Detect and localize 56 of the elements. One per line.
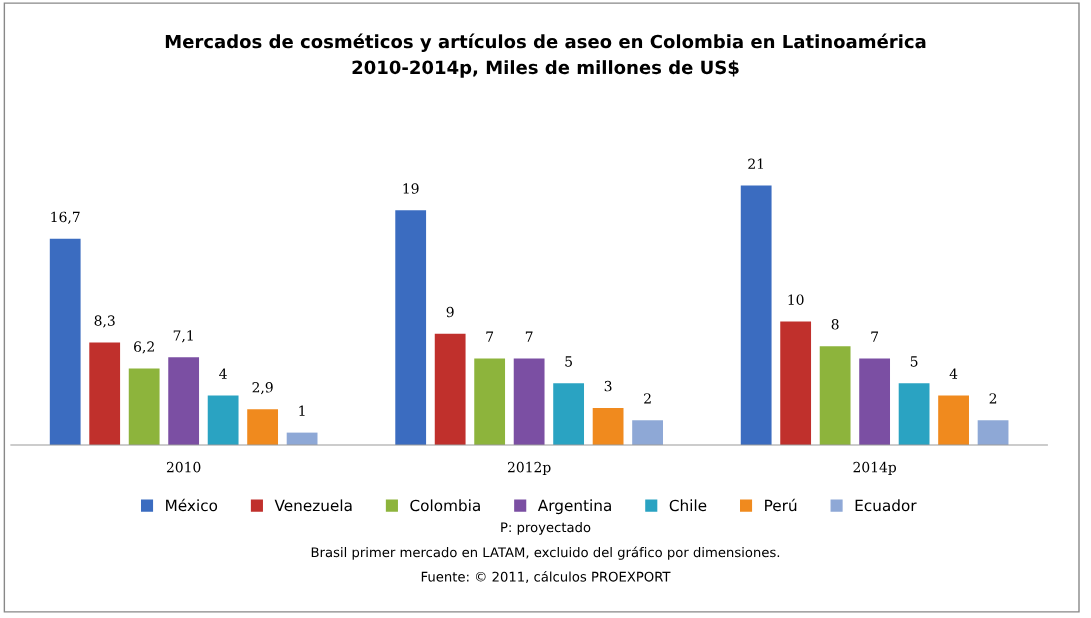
- data-label: 10: [788, 294, 804, 305]
- bar: [128, 368, 160, 445]
- bar: [207, 395, 239, 445]
- data-label: 2: [644, 393, 651, 404]
- bar: [49, 238, 81, 445]
- legend-label: Perú: [765, 498, 797, 512]
- data-label: 7: [525, 331, 533, 342]
- bar: [434, 333, 466, 445]
- text: Brasil primer mercado en LATAM, excluido del gráfico por dimensiones.: [311, 546, 780, 560]
- bar: [89, 342, 121, 445]
- data-label: 7: [486, 331, 494, 342]
- bar: [168, 357, 200, 445]
- bar: [740, 185, 772, 445]
- data-label: 19: [403, 183, 419, 194]
- bar: [474, 358, 506, 445]
- bar: [938, 395, 969, 445]
- bar: [819, 346, 851, 445]
- chart-title: Mercados de cosméticos y artículos de aseo en Colombia en Latinoamérica 2010-2014p, Miles de millones de US$: [165, 33, 926, 78]
- legend-label: Chile: [669, 499, 707, 512]
- data-label: 7: [871, 331, 879, 342]
- bar: [632, 420, 663, 445]
- data-label: 8,3: [94, 315, 115, 328]
- x-tick-label: 2014p: [853, 461, 897, 476]
- bar: [592, 407, 624, 445]
- data-label: 2,9: [252, 382, 273, 395]
- bar: [513, 358, 545, 445]
- data-label: 5: [565, 356, 572, 367]
- source-note: Fuente: © 2011, cálculos PROEXPORT: [421, 570, 671, 583]
- data-label: 4: [949, 368, 958, 379]
- data-label: 2: [989, 393, 997, 404]
- text: P: proyectado: [501, 522, 591, 535]
- data-label: 21: [748, 158, 764, 169]
- bar: [286, 432, 318, 445]
- data-label: 1: [299, 405, 305, 416]
- data-label: 8: [831, 319, 839, 330]
- bar: [247, 409, 279, 445]
- bar: [977, 420, 1009, 445]
- legend-label: Colombia: [410, 499, 480, 512]
- data-label: 3: [604, 380, 612, 392]
- x-tick-label: 2012p: [507, 461, 551, 476]
- x-tick-label: 2010: [166, 461, 201, 473]
- bar: [859, 358, 891, 445]
- bar: [780, 321, 812, 445]
- legend-label: México: [166, 498, 218, 512]
- data-label: 7,1: [173, 330, 193, 343]
- bar: [395, 210, 427, 445]
- data-label: 5: [910, 356, 918, 367]
- data-label: 9: [446, 306, 454, 318]
- bar: [553, 383, 585, 445]
- data-label: 16,7: [51, 211, 80, 224]
- legend-label: Venezuela: [274, 499, 352, 512]
- data-label: 6,2: [134, 341, 154, 354]
- legend-label: Argentina: [537, 499, 611, 515]
- data-label: 4: [219, 368, 227, 379]
- legend-label: Ecuador: [855, 499, 917, 512]
- bar: [898, 383, 930, 445]
